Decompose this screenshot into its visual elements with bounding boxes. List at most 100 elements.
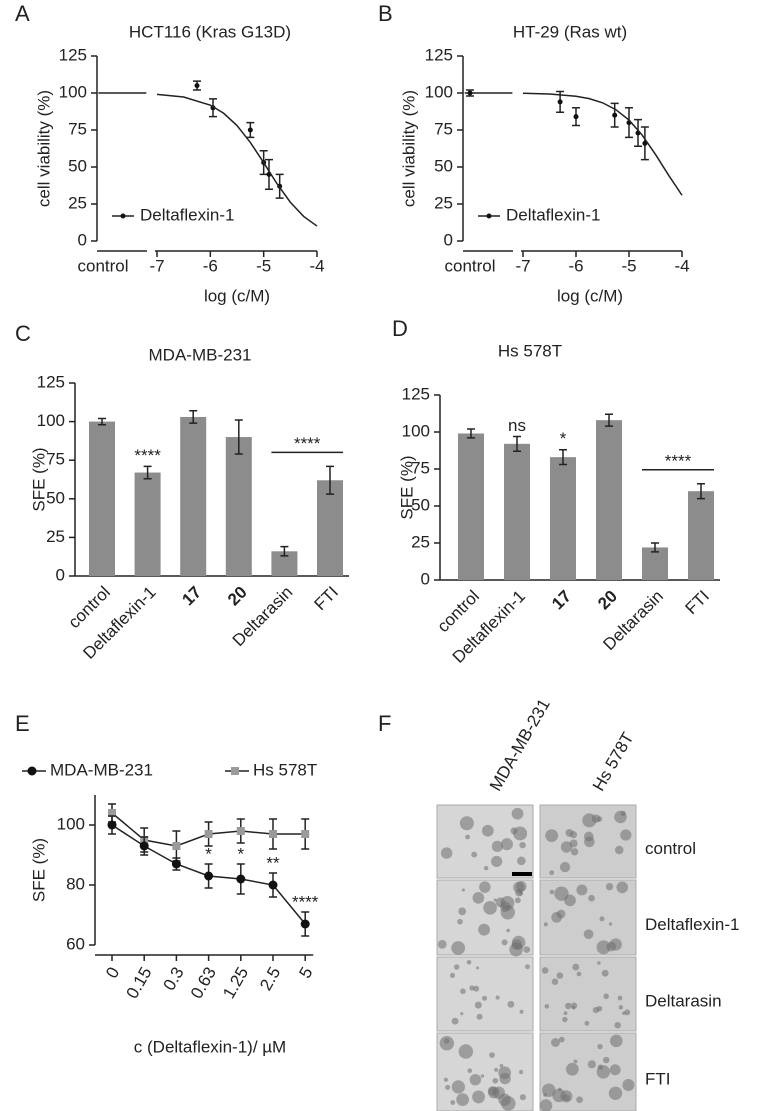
- cell-cluster: [523, 946, 531, 953]
- data-point: [467, 90, 473, 96]
- cell-cluster: [571, 1005, 576, 1010]
- legend-label: Hs 578T: [253, 760, 317, 779]
- cell-cluster: [614, 810, 627, 824]
- data-point: [557, 99, 563, 105]
- panel-label: A: [15, 1, 30, 26]
- cell-cluster: [495, 995, 500, 1000]
- x-tick-label: FTI: [311, 583, 342, 614]
- cell-cluster: [622, 1078, 635, 1092]
- cell-cluster: [608, 922, 613, 926]
- y-axis-label: cell viability (%): [34, 90, 53, 207]
- panel-label: E: [15, 711, 30, 736]
- cell-cluster: [584, 836, 595, 848]
- panel-label: B: [378, 1, 393, 26]
- cell-cluster: [562, 1016, 568, 1023]
- data-point: [139, 841, 149, 851]
- cell-cluster: [451, 1017, 459, 1025]
- y-tick-label: 50: [68, 156, 87, 175]
- y-tick-label: 25: [434, 193, 453, 212]
- row-label: Deltarasin: [645, 991, 722, 1010]
- cell-cluster: [603, 993, 609, 1000]
- legend-marker: [231, 767, 239, 775]
- y-axis-label: SFE (%): [29, 838, 48, 902]
- cell-cluster: [450, 1100, 456, 1105]
- cell-cluster: [461, 888, 465, 892]
- cell-cluster: [457, 918, 463, 925]
- cell-cluster: [549, 889, 555, 895]
- cell-cluster: [591, 814, 601, 823]
- y-tick-label: 60: [66, 934, 85, 953]
- cell-cluster: [499, 1063, 504, 1068]
- panel-label: D: [392, 316, 408, 341]
- cell-cluster: [617, 995, 623, 1001]
- cell-cluster: [576, 884, 588, 896]
- data-point: [268, 880, 278, 890]
- cell-cluster: [445, 1084, 451, 1090]
- y-tick-label: 25: [411, 532, 430, 551]
- data-point: [269, 830, 277, 838]
- bar: [225, 437, 252, 576]
- cell-cluster: [458, 1044, 474, 1059]
- x-axis-label: log (c/M): [557, 286, 623, 305]
- cell-cluster: [560, 841, 573, 853]
- x-tick-label: 0.3: [159, 964, 187, 994]
- chart-title: HT-29 (Ras wt): [513, 22, 627, 41]
- x-tick-label: 1.25: [219, 964, 252, 1002]
- y-tick-label: 0: [56, 565, 65, 584]
- legend-label: Deltaflexin-1: [506, 205, 601, 224]
- data-point: [612, 112, 618, 118]
- x-axis-label: log (c/M): [204, 286, 270, 305]
- error-bar: [189, 410, 198, 424]
- cell-cluster: [460, 1012, 464, 1016]
- cell-cluster: [610, 1034, 623, 1048]
- row-label: control: [645, 839, 696, 858]
- cell-cluster: [556, 909, 566, 919]
- data-point: [194, 83, 200, 89]
- cell-cluster: [609, 938, 622, 951]
- cell-cluster: [478, 923, 491, 936]
- bar: [688, 491, 714, 580]
- cell-cluster: [469, 985, 475, 991]
- cell-cluster: [519, 1094, 526, 1101]
- cell-cluster: [622, 1011, 626, 1015]
- x-tick-label: control: [444, 256, 495, 275]
- cell-cluster: [572, 963, 580, 971]
- x-tick-label: 0.15: [123, 964, 156, 1002]
- cell-cluster: [440, 847, 453, 859]
- data-point: [300, 919, 310, 929]
- cell-cluster: [565, 1002, 572, 1010]
- cell-cluster: [511, 807, 524, 820]
- cell-cluster: [480, 1074, 485, 1078]
- cell-cluster: [554, 886, 569, 901]
- panel-label: C: [15, 321, 31, 346]
- y-tick-label: 125: [59, 45, 87, 64]
- bar: [317, 480, 343, 576]
- cell-cluster: [601, 969, 609, 977]
- cell-cluster: [519, 841, 526, 849]
- legend-label: MDA-MB-231: [50, 760, 153, 779]
- x-tick-label: -4: [674, 256, 689, 275]
- chart-title: Hs 578T: [498, 341, 562, 360]
- cell-cluster: [597, 961, 601, 965]
- legend-label: Deltaflexin-1: [140, 205, 235, 224]
- cell-cluster: [456, 1093, 469, 1106]
- cell-cluster: [518, 1069, 524, 1075]
- bar: [550, 457, 576, 580]
- column-header: Hs 578T: [589, 729, 638, 794]
- data-point: [247, 127, 253, 133]
- cell-cluster: [476, 966, 480, 970]
- x-tick-label: -6: [203, 256, 218, 275]
- error-bar: [559, 449, 567, 466]
- cell-cluster: [492, 1077, 499, 1084]
- x-tick-label: 20: [224, 583, 251, 610]
- y-tick-label: 0: [78, 230, 87, 249]
- cell-cluster: [489, 1052, 495, 1058]
- cell-cluster: [488, 1086, 500, 1099]
- significance-label: *: [205, 844, 212, 863]
- cell-cluster: [451, 1080, 466, 1094]
- cell-cluster: [473, 985, 480, 992]
- y-tick-label: 100: [402, 421, 430, 440]
- x-axis-label: c (Deltaflexin-1)/ µM: [134, 1037, 286, 1056]
- cell-cluster: [552, 1088, 566, 1103]
- y-tick-label: 100: [37, 411, 65, 430]
